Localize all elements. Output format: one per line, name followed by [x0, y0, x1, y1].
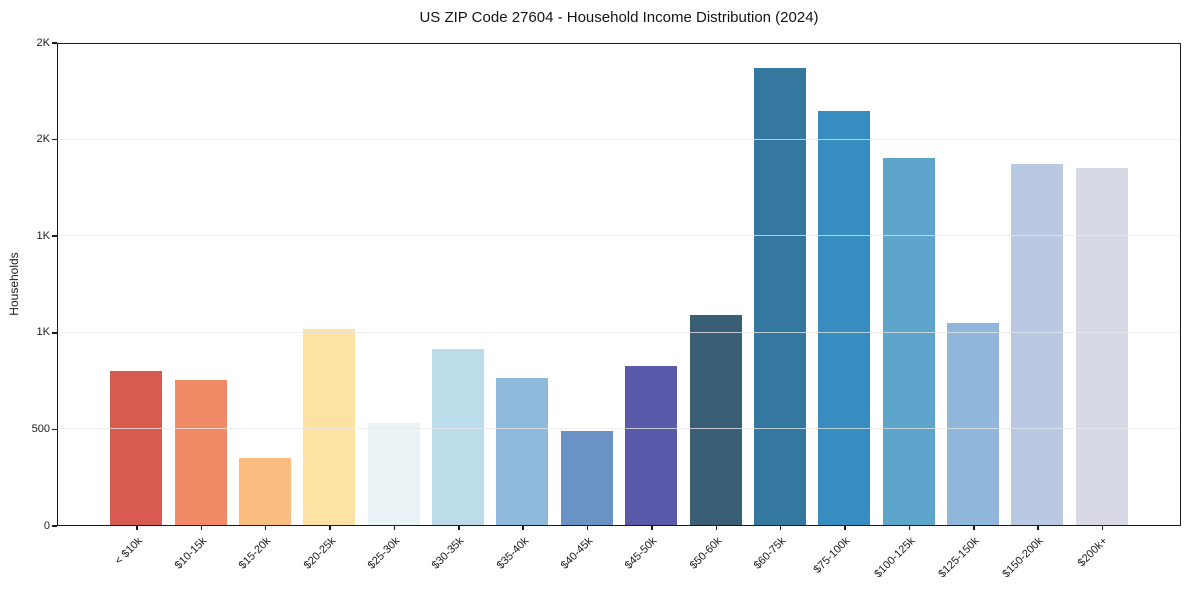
x-tick-label: $15-20k — [236, 535, 274, 572]
y-tick-label: 500 — [31, 422, 50, 435]
y-tick-mark — [52, 42, 57, 44]
bar-slot: < $10k — [104, 44, 168, 567]
y-tick-mark — [52, 332, 57, 334]
x-tick-label: $60-75k — [751, 535, 789, 572]
bar-slot: $15-20k — [233, 44, 297, 572]
x-tick-mark — [136, 525, 138, 530]
x-tick-mark — [973, 525, 975, 530]
x-tick-label: $40-45k — [558, 535, 596, 572]
bar-slot: $35-40k — [490, 44, 554, 572]
bar-slot: $75-100k — [812, 44, 876, 576]
x-tick-mark — [844, 525, 846, 530]
bar-slot: $125-150k — [936, 44, 1005, 580]
bar — [818, 111, 871, 525]
bar — [432, 348, 485, 525]
bar-slot: $200k+ — [1070, 44, 1134, 569]
y-tick-label: 2K — [36, 133, 50, 146]
y-tick-label: 2K — [36, 36, 50, 49]
x-tick-mark — [200, 525, 203, 530]
y-axis-label: Households — [7, 252, 21, 316]
bar — [1011, 164, 1064, 525]
y-tick-mark — [52, 428, 57, 431]
x-tick-label: $35-40k — [494, 535, 531, 572]
y-tick-label: 1K — [36, 326, 50, 339]
x-tick-label: < $10k — [112, 535, 145, 568]
bar — [110, 371, 163, 525]
bar-slot: $10-15k — [168, 44, 232, 572]
x-tick-label: $45-50k — [623, 535, 660, 572]
bar — [238, 457, 291, 525]
x-tick-mark — [522, 525, 524, 530]
x-tick-label: $75-100k — [811, 535, 853, 576]
bar-slot: $20-25k — [297, 44, 361, 572]
bar — [689, 315, 742, 525]
bar — [560, 430, 613, 525]
bar — [496, 377, 549, 525]
bar-slot: $45-50k — [619, 44, 683, 572]
bar — [625, 366, 678, 525]
x-tick-label: $50-60k — [687, 535, 725, 572]
y-tick-mark — [52, 525, 57, 527]
bar — [367, 423, 420, 525]
bar — [1075, 168, 1128, 525]
y-tick-mark — [52, 235, 57, 237]
plot-area: < $10k $10-15k $15-20k $20-25k $25-30k $30-35… — [57, 43, 1181, 580]
x-tick-mark — [1101, 525, 1104, 530]
bar-slot: $60-75k — [748, 44, 812, 572]
x-tick-label: $20-25k — [301, 535, 338, 572]
bar — [947, 322, 1000, 525]
x-tick-label: $100-125k — [871, 535, 918, 581]
bar-slot: $40-45k — [555, 44, 619, 572]
x-tick-label: $125-150k — [936, 535, 982, 581]
x-tick-mark — [779, 525, 782, 530]
x-tick-mark — [264, 525, 267, 530]
x-tick-label: $25-30k — [365, 535, 403, 572]
x-tick-mark — [329, 525, 331, 530]
x-tick-mark — [651, 525, 653, 530]
x-tick-mark — [393, 525, 396, 530]
bar-slot: $25-30k — [362, 44, 426, 572]
y-tick-label: 1K — [36, 229, 50, 242]
x-tick-label: $200k+ — [1076, 535, 1111, 570]
bar — [174, 379, 227, 525]
bar — [303, 328, 356, 525]
chart-title: US ZIP Code 27604 - Household Income Dis… — [419, 9, 819, 26]
y-tick-label: 0 — [43, 519, 50, 532]
x-tick-label: $10-15k — [172, 535, 210, 572]
x-tick-label: $30-35k — [429, 535, 467, 572]
x-tick-mark — [586, 525, 589, 530]
bar-slot: $150-200k — [1001, 44, 1069, 580]
bar — [753, 68, 806, 525]
bar-slot: $100-125k — [872, 44, 941, 580]
x-tick-label: $150-200k — [1000, 535, 1046, 581]
bar-slot: $30-35k — [426, 44, 490, 572]
x-tick-mark — [458, 525, 460, 530]
bars-container: < $10k $10-15k $15-20k $20-25k $25-30k $30-35… — [104, 44, 1134, 580]
y-tick-mark — [52, 138, 57, 141]
bar-slot: $50-60k — [683, 44, 747, 572]
x-tick-mark — [715, 525, 718, 530]
x-tick-mark — [908, 525, 911, 530]
x-tick-mark — [1037, 525, 1039, 530]
bar — [882, 157, 935, 525]
